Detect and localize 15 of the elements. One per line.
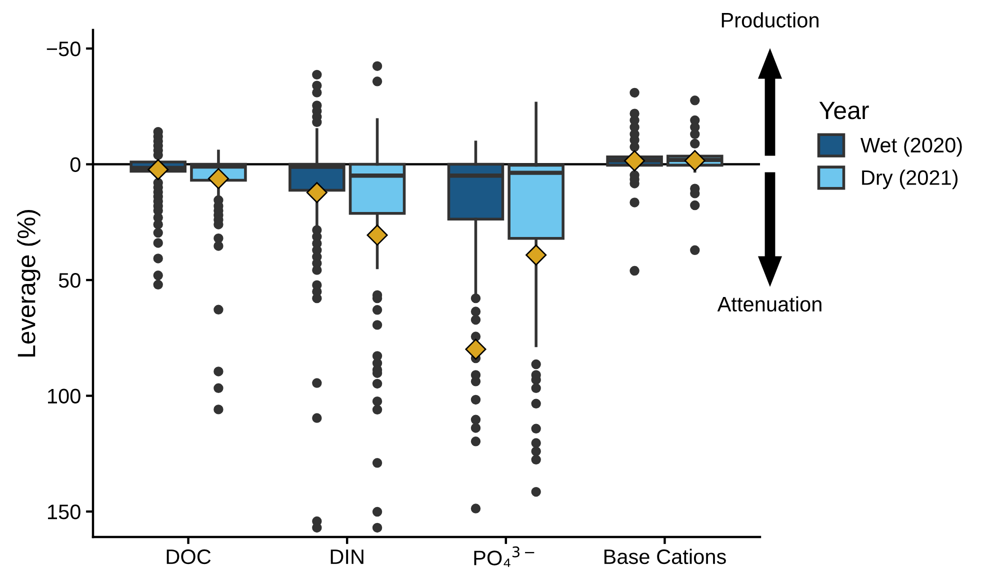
y-tick-label: 0 bbox=[70, 157, 80, 172]
legend-title: Year bbox=[819, 102, 869, 120]
x-tick-label: DIN bbox=[330, 550, 364, 564]
y-tick-label: 150 bbox=[48, 504, 80, 520]
text: Production bbox=[722, 12, 818, 28]
y-axis-title: Leverage (%) bbox=[16, 210, 40, 356]
y-tick-label: −50 bbox=[46, 42, 80, 56]
y-tick-label: 100 bbox=[48, 388, 80, 404]
legend-label: Dry (2021) bbox=[862, 170, 958, 190]
legend-label: Wet (2020) bbox=[860, 137, 962, 157]
x-tick-label: PO₄$^{3−}$ bbox=[474, 546, 534, 567]
x-tick-label: Base Cations bbox=[604, 548, 726, 564]
y-tick-label: 50 bbox=[58, 273, 80, 288]
annotation: Attenuation bbox=[717, 296, 822, 312]
x-tick-label: DOC bbox=[166, 549, 211, 564]
